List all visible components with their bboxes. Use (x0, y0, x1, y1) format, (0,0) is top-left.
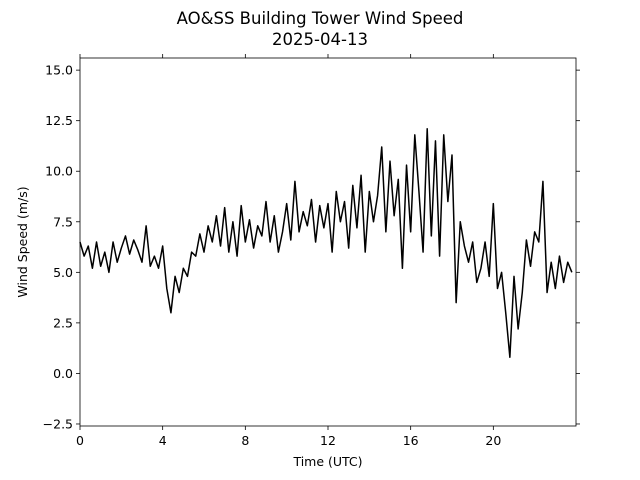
x-tick-label: 12 (320, 433, 336, 448)
x-tick-label: 0 (76, 433, 84, 448)
chart-subtitle: 2025-04-13 (272, 30, 368, 49)
y-tick-label: 10.0 (45, 164, 73, 179)
y-tick-label: 2.5 (53, 315, 73, 330)
y-tick-label: 15.0 (45, 63, 73, 78)
x-axis-label: Time (UTC) (292, 454, 362, 469)
y-tick-label: 12.5 (45, 113, 73, 128)
plot-frame (79, 57, 577, 427)
y-tick-label: −2.5 (43, 416, 73, 431)
x-tick-label: 4 (159, 433, 167, 448)
x-tick-label: 16 (403, 433, 419, 448)
y-tick-label: 7.5 (53, 214, 73, 229)
y-tick-label: 5.0 (53, 265, 73, 280)
x-tick-label: 20 (485, 433, 501, 448)
y-axis-label: Wind Speed (m/s) (15, 186, 30, 297)
data-line (79, 128, 573, 358)
y-tick-label: 0.0 (53, 366, 73, 381)
x-tick-label: 8 (241, 433, 249, 448)
chart-title: AO&SS Building Tower Wind Speed (177, 9, 464, 28)
